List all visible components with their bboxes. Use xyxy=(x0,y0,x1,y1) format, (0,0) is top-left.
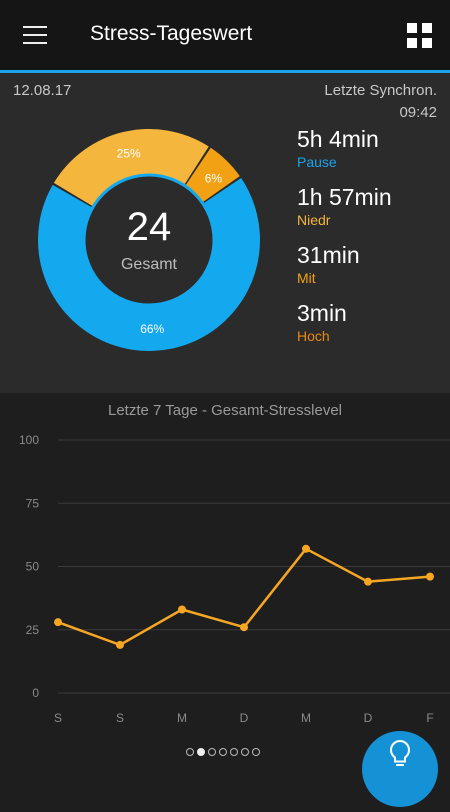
stat-rest-value: 5h 4min xyxy=(297,126,379,152)
stat-low-value: 1h 57min xyxy=(297,184,392,210)
data-point[interactable] xyxy=(426,572,434,581)
stat-rest: 5h 4min Pause xyxy=(297,126,379,172)
x-tick-label: D xyxy=(364,711,373,725)
page-dot[interactable] xyxy=(219,748,227,756)
donut-segment[interactable] xyxy=(185,147,240,203)
total-stress-value: 24 xyxy=(127,205,172,249)
page-dot[interactable] xyxy=(186,748,194,756)
header-divider xyxy=(0,70,450,73)
x-tick-label: S xyxy=(54,711,62,725)
stat-medium-label: Mit xyxy=(297,270,316,286)
donut-segment-label: 6% xyxy=(205,172,223,186)
x-tick-label: M xyxy=(177,711,187,725)
y-tick-label: 0 xyxy=(32,686,39,700)
donut-segment-label: 66% xyxy=(140,322,164,336)
data-point[interactable] xyxy=(302,544,310,553)
page-dot[interactable] xyxy=(230,748,238,756)
page-title: Stress-Tageswert xyxy=(90,22,253,45)
insights-button[interactable] xyxy=(362,731,438,807)
grid-view-icon[interactable] xyxy=(407,23,433,49)
page-dot[interactable] xyxy=(252,748,260,756)
stat-medium-value: 31min xyxy=(297,242,360,268)
donut-segment[interactable] xyxy=(53,129,209,207)
y-tick-label: 100 xyxy=(19,433,39,447)
data-point[interactable] xyxy=(240,623,248,632)
daily-summary-panel: 12.08.17 Letzte Synchron. 09:42 24 Gesam… xyxy=(0,73,450,393)
donut-segment[interactable] xyxy=(37,178,260,351)
lightbulb-icon xyxy=(389,739,411,766)
page-dot[interactable] xyxy=(241,748,249,756)
weekly-stress-chart-panel: Letzte 7 Tage - Gesamt-Stresslevel 0 25 50… xyxy=(0,393,450,769)
data-point[interactable] xyxy=(54,618,62,627)
stat-medium: 31min Mit xyxy=(297,242,360,288)
date-label: 12.08.17 xyxy=(13,82,72,99)
chart-title: Letzte 7 Tage - Gesamt-Stresslevel xyxy=(108,402,342,419)
data-point[interactable] xyxy=(364,577,372,586)
last-sync-label: Letzte Synchron. xyxy=(324,82,437,99)
stat-high: 3min Hoch xyxy=(297,300,347,346)
stat-high-label: Hoch xyxy=(297,328,330,344)
stat-high-value: 3min xyxy=(297,300,347,326)
data-point[interactable] xyxy=(116,640,124,649)
y-tick-label: 50 xyxy=(26,560,40,574)
y-tick-label: 75 xyxy=(26,496,40,510)
stat-low: 1h 57min Niedr xyxy=(297,184,392,230)
x-tick-label: D xyxy=(240,711,249,725)
y-tick-label: 25 xyxy=(26,623,40,637)
last-sync-time: 09:42 xyxy=(399,104,437,121)
total-stress-label: Gesamt xyxy=(121,256,178,273)
hamburger-menu-icon[interactable] xyxy=(23,26,47,44)
page-indicator xyxy=(186,748,266,760)
stat-low-label: Niedr xyxy=(297,212,331,228)
stat-rest-label: Pause xyxy=(297,154,337,170)
stress-donut-chart[interactable]: 24 Gesamt 25% 6% 66% xyxy=(37,128,261,352)
donut-segment-label: 25% xyxy=(117,146,141,160)
page-dot-active[interactable] xyxy=(197,748,205,756)
x-tick-label: S xyxy=(116,711,124,725)
page-dot[interactable] xyxy=(208,748,216,756)
donut-inner-ring xyxy=(82,173,216,307)
x-tick-label: F xyxy=(426,711,433,725)
weekly-stress-line-chart[interactable]: 0 25 50 75 100 S S M D M D F xyxy=(0,423,450,763)
app-bar: Stress-Tageswert xyxy=(0,0,450,70)
data-point[interactable] xyxy=(178,605,186,614)
x-tick-label: M xyxy=(301,711,311,725)
